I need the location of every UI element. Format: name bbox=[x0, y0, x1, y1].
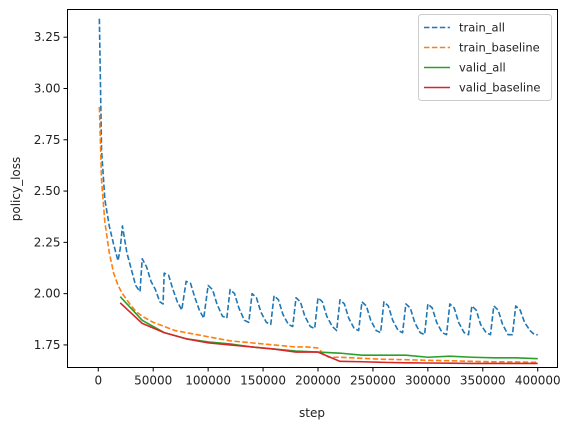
y-tick-label: 3.00 bbox=[34, 81, 61, 95]
legend-label-train-baseline: train_baseline bbox=[459, 41, 540, 55]
y-tick-label: 2.00 bbox=[34, 287, 61, 301]
x-tick-label: 50000 bbox=[134, 374, 172, 388]
x-tick-label: 400000 bbox=[515, 374, 561, 388]
x-tick-label: 350000 bbox=[460, 374, 506, 388]
legend-box bbox=[418, 14, 552, 101]
x-axis-label: step bbox=[299, 406, 325, 420]
plot-lines bbox=[98, 18, 538, 365]
x-tick-label: 200000 bbox=[295, 374, 341, 388]
x-tick-label: 250000 bbox=[350, 374, 396, 388]
plot-frame bbox=[67, 9, 558, 368]
legend: train_all train_baseline valid_all valid_ba… bbox=[418, 14, 552, 101]
legend-label-train-all: train_all bbox=[459, 21, 505, 35]
y-axis: 1.75 2.00 2.25 2.50 2.75 3.00 3.25 bbox=[34, 30, 68, 352]
y-tick-label: 3.25 bbox=[34, 30, 61, 44]
series-line-train-baseline bbox=[98, 106, 538, 364]
legend-items: train_all train_baseline valid_all valid_ba… bbox=[424, 21, 540, 95]
x-tick-label: 300000 bbox=[405, 374, 451, 388]
y-axis-label: policy_loss bbox=[9, 157, 23, 222]
x-tick-label: 0 bbox=[94, 374, 102, 388]
x-axis: 0 50000 100000 150000 200000 250000 300000 3500… bbox=[94, 367, 561, 388]
y-tick-label: 1.75 bbox=[34, 338, 61, 352]
series-line-valid-baseline bbox=[119, 302, 538, 365]
x-tick-label: 100000 bbox=[185, 374, 231, 388]
series-line-train-all bbox=[98, 18, 538, 336]
y-tick-label: 2.75 bbox=[34, 133, 61, 147]
legend-label-valid-baseline: valid_baseline bbox=[459, 81, 540, 95]
x-tick-label: 150000 bbox=[240, 374, 286, 388]
y-tick-label: 2.50 bbox=[34, 184, 61, 198]
y-tick-label: 2.25 bbox=[34, 235, 61, 249]
legend-label-valid-all: valid_all bbox=[459, 61, 506, 75]
